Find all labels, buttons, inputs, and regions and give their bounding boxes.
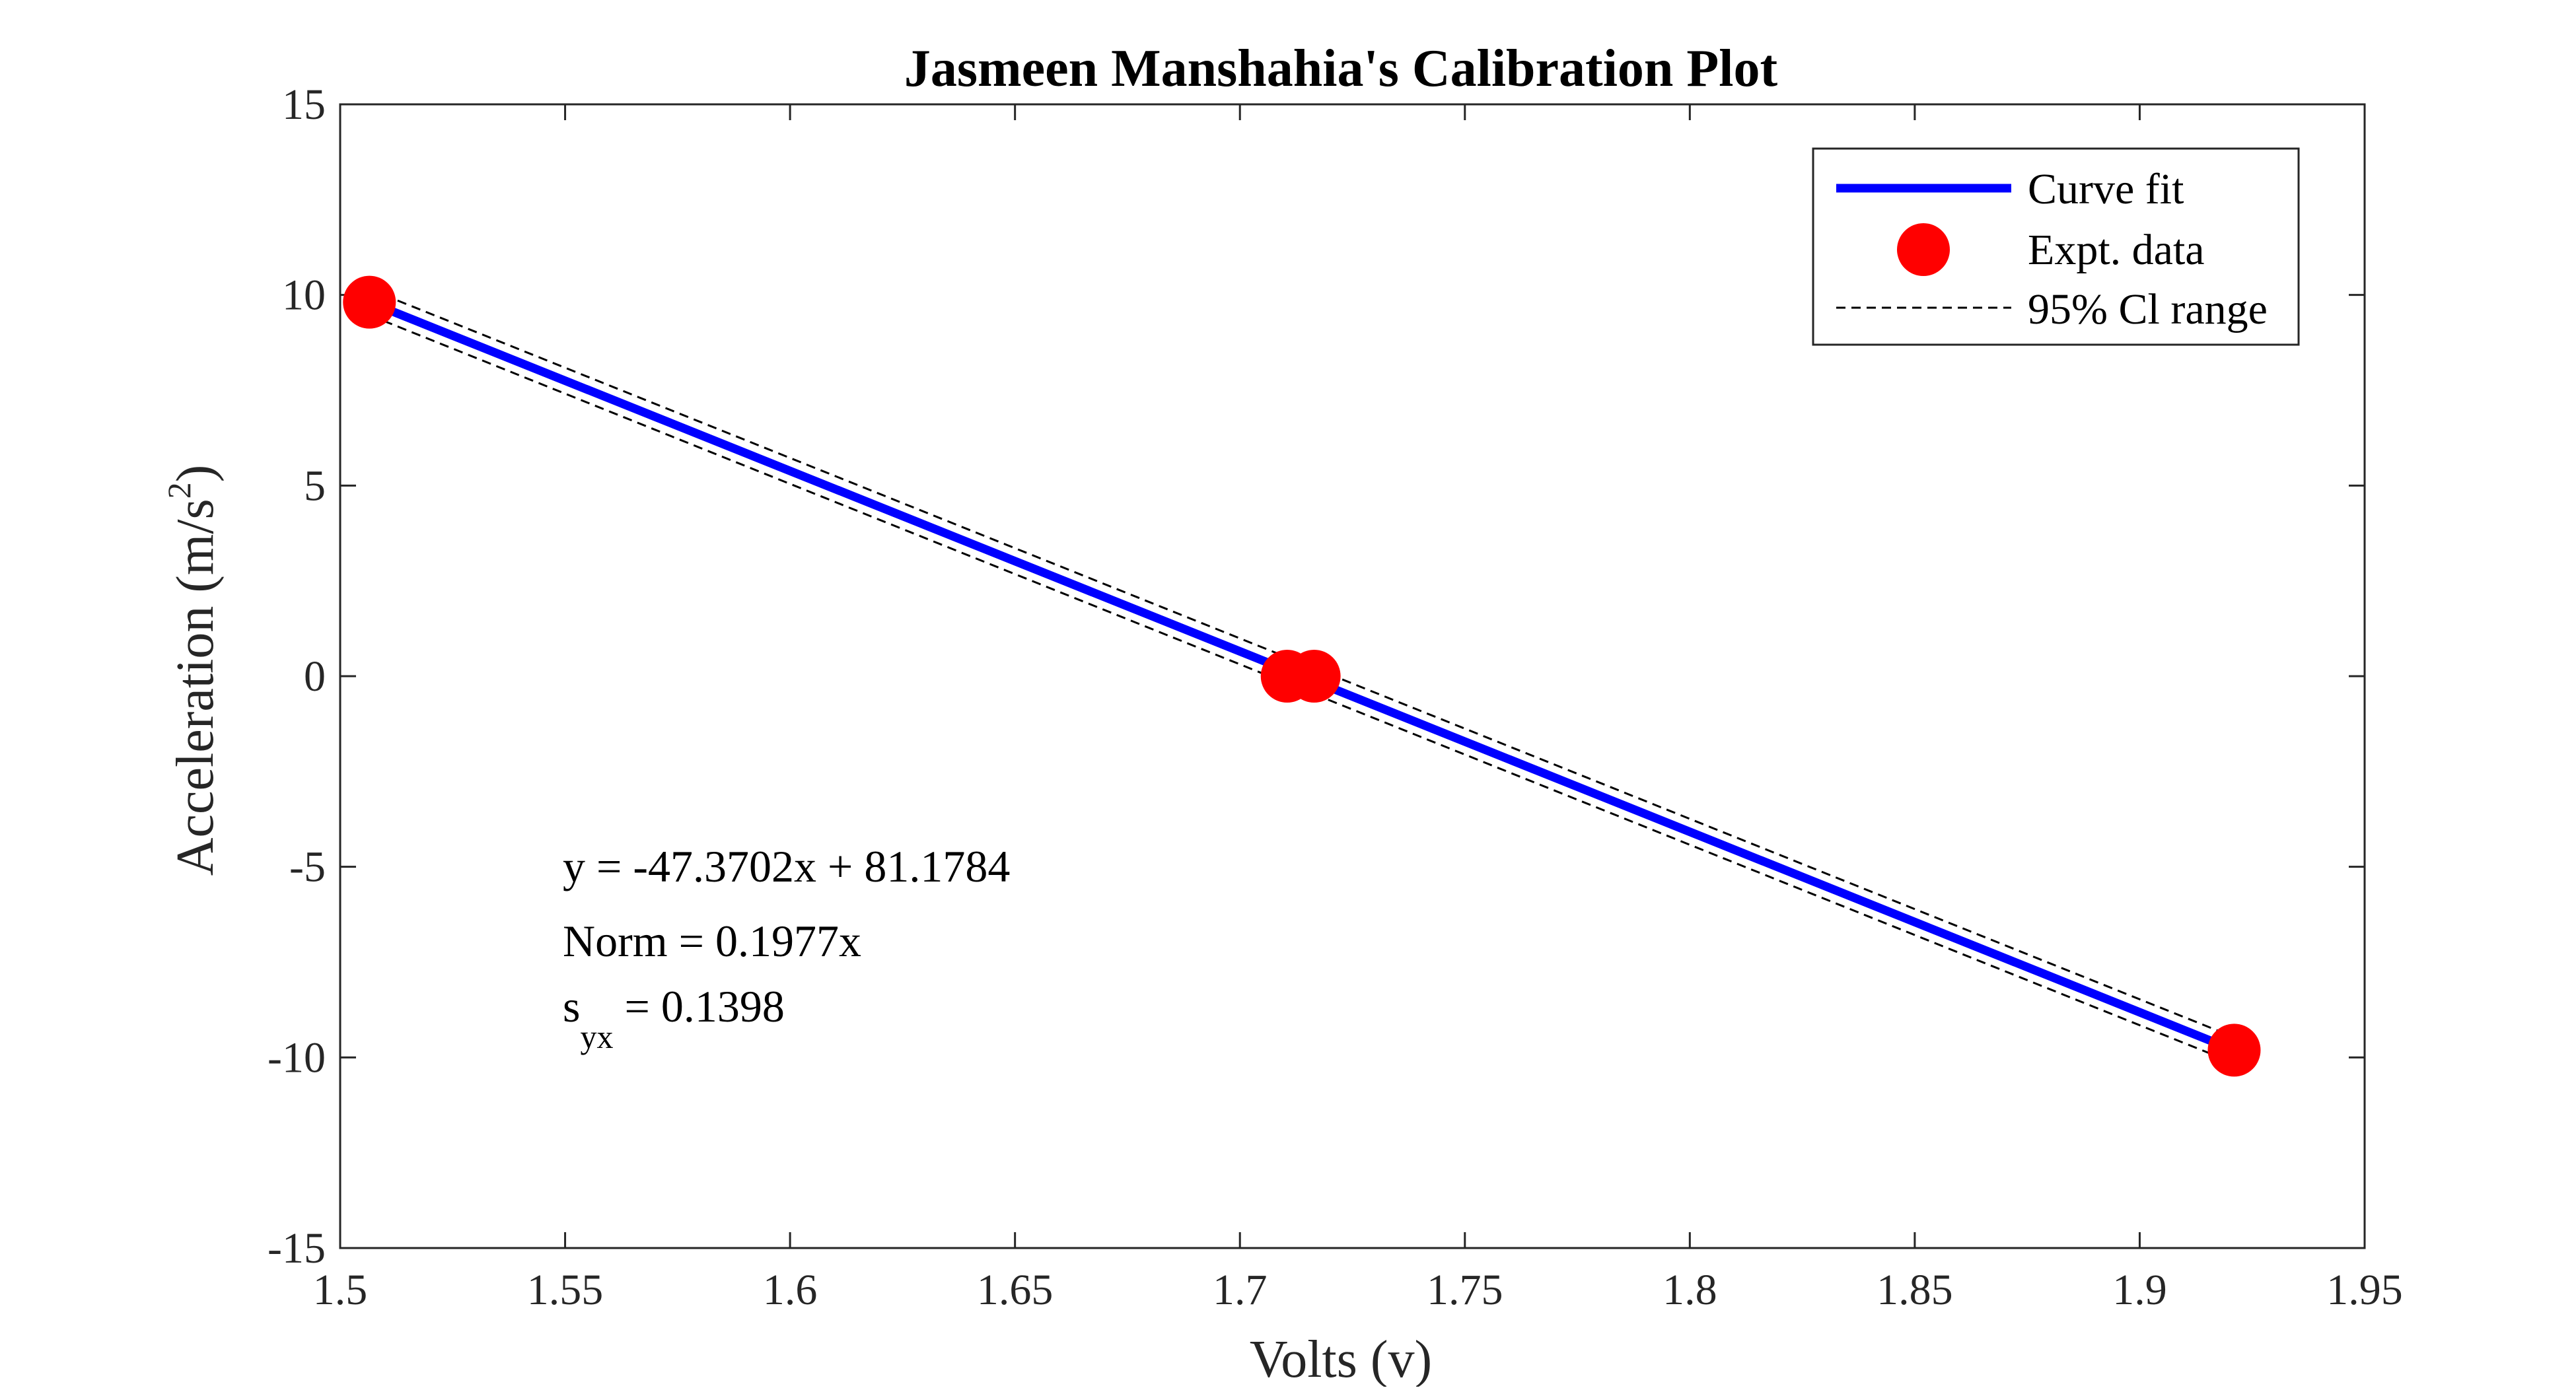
legend-ci-range-label: 95% Cl range (2028, 285, 2268, 333)
y-tick-label: -10 (268, 1033, 326, 1082)
x-tick-label: 1.65 (977, 1266, 1054, 1314)
y-tick-label: 15 (282, 81, 326, 129)
legend-curve-fit-label: Curve fit (2028, 165, 2184, 213)
y-axis-label-exponent: 2 (161, 482, 197, 499)
x-tick-label: 1.55 (527, 1266, 604, 1314)
expt-data-point (2207, 1024, 2261, 1077)
legend-box (1812, 147, 2300, 346)
y-axis-label: Acceleration (m/s2) (161, 465, 225, 876)
x-tick-label: 1.7 (1213, 1266, 1268, 1314)
x-tick-label: 1.9 (2112, 1266, 2167, 1314)
legend-expt-data-label: Expt. data (2028, 226, 2205, 274)
expt-data-point (343, 275, 396, 329)
legend: Curve fit Expt. data 95% Cl range (1812, 147, 2300, 346)
syx-value: = 0.1398 (613, 981, 784, 1031)
x-axis-label: Volts (v) (1250, 1331, 1432, 1387)
syx-annotation: syx = 0.1398 (563, 981, 785, 1055)
x-tick-label: 1.8 (1663, 1266, 1717, 1314)
x-tick-label: 1.85 (1877, 1266, 1953, 1314)
fit-annotations: y = -47.3702x + 81.1784 Norm = 0.1977x s… (563, 841, 1010, 1055)
equation-annotation: y = -47.3702x + 81.1784 (563, 841, 1010, 891)
x-tick-label: 1.5 (313, 1266, 368, 1314)
x-tick-label: 1.75 (1427, 1266, 1503, 1314)
y-tick-label: -5 (289, 843, 326, 891)
y-tick-label: -15 (268, 1224, 326, 1272)
y-tick-label: 5 (304, 462, 326, 510)
expt-data-point (1287, 650, 1341, 703)
x-tick-label: 1.6 (763, 1266, 818, 1314)
y-axis-label-text: Acceleration (m/s (166, 499, 225, 876)
chart-title: Jasmeen Manshahia's Calibration Plot (904, 40, 1778, 98)
y-axis-label-close: ) (166, 465, 225, 483)
y-tick-label: 0 (304, 652, 326, 701)
norm-annotation: Norm = 0.1977x (563, 916, 861, 966)
legend-expt-data-swatch (1897, 223, 1950, 276)
syx-subscript: yx (580, 1018, 613, 1055)
y-tick-label: 10 (282, 271, 326, 320)
x-tick-label: 1.95 (2326, 1266, 2403, 1314)
syx-base: s (563, 981, 580, 1031)
